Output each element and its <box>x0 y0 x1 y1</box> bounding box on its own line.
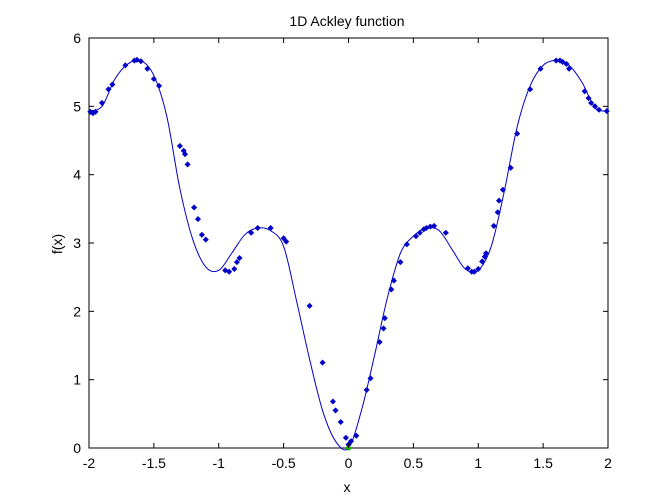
sample-point <box>431 222 438 229</box>
sample-point <box>527 86 534 93</box>
sample-point <box>553 57 560 64</box>
x-axis: -2 -1.5 -1 -0.5 0 0.5 1 1.5 2 <box>83 38 612 471</box>
sample-point <box>388 286 395 293</box>
x-tick-label: 1.5 <box>533 455 553 471</box>
sample-point <box>233 259 240 266</box>
sample-point <box>254 224 261 231</box>
sample-point <box>566 65 573 72</box>
sample-point <box>267 224 274 231</box>
y-tick-label: 5 <box>73 98 81 114</box>
sample-point <box>464 265 471 272</box>
sample-point <box>592 103 599 110</box>
sample-point <box>122 62 129 69</box>
sample-point <box>412 233 419 240</box>
sample-point <box>367 375 374 382</box>
sample-point <box>403 241 410 248</box>
sample-point <box>595 106 602 113</box>
x-tick-label: -1.5 <box>142 455 166 471</box>
sample-point <box>475 265 482 272</box>
sample-point <box>332 407 339 414</box>
sample-point <box>353 432 360 439</box>
sample-point <box>337 419 344 426</box>
sample-point <box>380 325 387 332</box>
sample-point <box>507 164 514 171</box>
sample-point <box>442 229 449 236</box>
sample-point <box>191 204 198 211</box>
y-axis: 0 1 2 3 4 5 6 <box>73 30 608 456</box>
y-tick-label: 0 <box>73 440 81 456</box>
x-tick-label: 2 <box>604 455 612 471</box>
sample-point <box>537 65 544 72</box>
sample-point <box>490 222 497 229</box>
x-tick-label: -2 <box>83 455 96 471</box>
sample-point <box>319 359 326 366</box>
sample-point <box>280 235 287 242</box>
sample-point <box>397 259 404 266</box>
sample-point <box>198 231 205 238</box>
sample-point <box>588 99 595 106</box>
y-tick-label: 3 <box>73 235 81 251</box>
ackley-curve-line <box>88 59 609 451</box>
sample-point <box>231 265 238 272</box>
sample-point <box>514 130 521 137</box>
plot-area <box>87 37 610 451</box>
x-tick-label: -1 <box>213 455 226 471</box>
sample-point <box>471 268 478 275</box>
sample-point <box>156 82 163 89</box>
sample-point <box>563 60 570 67</box>
sample-point <box>176 142 183 149</box>
sample-point <box>306 302 313 309</box>
sample-point <box>585 95 592 102</box>
sample-point <box>92 108 99 115</box>
y-tick-label: 4 <box>73 167 81 183</box>
y-axis-label: f(x) <box>49 234 65 254</box>
sample-point <box>329 398 336 405</box>
sample-point <box>499 186 506 193</box>
sample-point <box>559 58 566 65</box>
axes-frame <box>88 37 609 449</box>
x-tick-label: 0.5 <box>404 455 424 471</box>
sample-point <box>363 386 370 393</box>
sample-point <box>495 197 503 204</box>
sample-point <box>376 339 383 346</box>
sample-point <box>181 151 189 158</box>
sample-point <box>581 88 588 95</box>
x-tick-label: -0.5 <box>272 455 296 471</box>
sample-point <box>98 99 105 106</box>
x-axis-label: x <box>344 479 351 495</box>
sample-point <box>603 108 610 115</box>
sample-point <box>202 236 209 243</box>
sample-point <box>479 258 486 265</box>
sample-point <box>184 161 191 168</box>
y-tick-label: 1 <box>73 372 81 388</box>
sample-point <box>248 229 255 236</box>
sample-point <box>236 255 243 262</box>
sample-point <box>348 438 355 445</box>
sample-point <box>150 75 157 83</box>
sample-point <box>137 58 144 65</box>
chart-title: 1D Ackley function <box>289 13 404 29</box>
sample-point <box>390 277 397 284</box>
sample-point <box>194 216 202 223</box>
sample-point <box>144 65 151 72</box>
sample-point <box>226 268 233 275</box>
y-tick-label: 2 <box>73 303 81 319</box>
sample-point <box>483 250 490 257</box>
sample-point <box>416 229 423 236</box>
x-tick-label: 1 <box>474 455 482 471</box>
x-tick-label: 0 <box>345 455 353 471</box>
sample-point <box>109 81 116 88</box>
sample-point <box>105 86 112 93</box>
sample-point <box>283 238 290 245</box>
sample-point <box>494 209 501 216</box>
sample-point <box>342 434 349 441</box>
sample-point <box>381 315 388 322</box>
sample-point <box>556 57 564 64</box>
y-tick-label: 6 <box>73 30 81 46</box>
